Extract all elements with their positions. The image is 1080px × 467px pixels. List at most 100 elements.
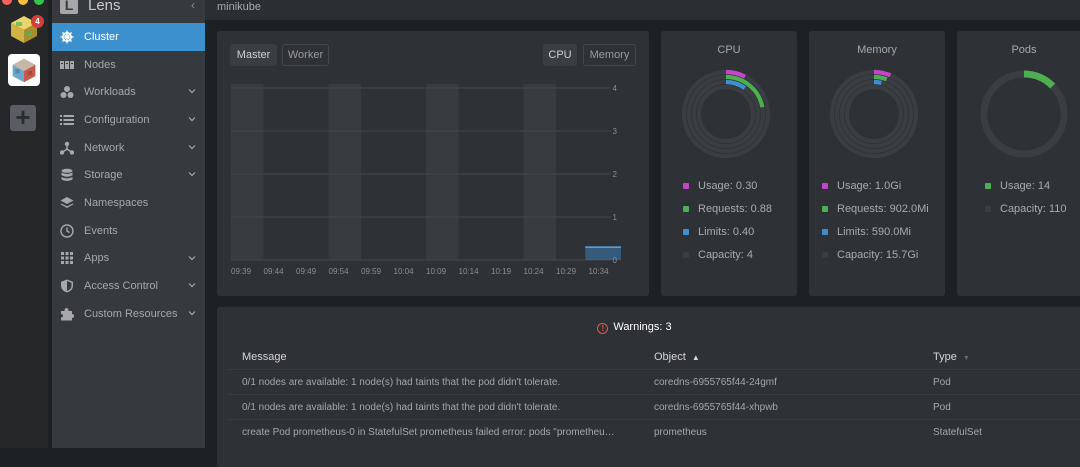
sidebar-item-label: Custom Resources — [84, 307, 178, 320]
time-band — [328, 84, 361, 260]
sidebar-item-label: Storage — [84, 169, 123, 182]
close-window-button[interactable] — [2, 0, 12, 5]
requests-ring-arc — [834, 74, 914, 154]
x-tick-label: 10:29 — [556, 267, 577, 276]
cluster-rail: 4 + — [0, 0, 48, 448]
row-object[interactable]: coredns-6955765f44-24gmf — [654, 377, 777, 388]
chevron-down-icon[interactable] — [188, 281, 196, 289]
x-tick-label: 10:04 — [394, 267, 415, 276]
memory-donut-chart — [829, 69, 919, 159]
table-row[interactable]: 0/1 nodes are available: 1 node(s) had t… — [229, 369, 1080, 394]
app-name: Lens — [88, 0, 121, 14]
warning-icon: ! — [597, 323, 609, 334]
y-tick-label: 2 — [613, 170, 618, 179]
x-tick-label: 09:39 — [231, 267, 252, 276]
x-tick-label: 10:24 — [524, 267, 545, 276]
legend-requests: Requests: 902.0Mi — [822, 197, 929, 220]
sidebar-item-access-control[interactable]: Access Control — [52, 272, 205, 300]
sidebar-item-label: Apps — [84, 252, 110, 265]
sidebar-item-nodes[interactable]: Nodes — [52, 51, 205, 79]
chevron-down-icon[interactable] — [188, 254, 196, 262]
cluster-icon-1[interactable]: 4 — [8, 13, 44, 45]
memory-legend: Usage: 1.0Gi Requests: 902.0Mi Limits: 5… — [822, 174, 929, 266]
warnings-header: ! Warnings: 3 — [217, 321, 1052, 334]
sidebar-item-workloads[interactable]: Workloads — [52, 78, 205, 106]
window-title-bar: minikube — [205, 0, 1080, 20]
y-tick-label: 3 — [613, 127, 618, 136]
sidebar-item-namespaces[interactable]: Namespaces — [52, 189, 205, 217]
legend-capacity: Capacity: 4 — [683, 243, 772, 266]
sidebar-item-network[interactable]: Network — [52, 134, 205, 162]
sort-ascending-icon: ▲ — [691, 353, 700, 362]
sidebar-nav: Cluster Nodes Workloads Configuration — [52, 23, 205, 328]
helm-wheel-icon — [60, 30, 74, 44]
x-tick-label: 10:34 — [589, 267, 610, 276]
cpu-usage-value: Usage: 0.30 — [698, 179, 758, 192]
row-type: StatefulSet — [933, 427, 982, 438]
collapse-sidebar-icon[interactable]: ‹ — [191, 0, 195, 12]
cpu-usage-chart: 0 1 2 3 4 09:39 09:44 09:49 09:54 09:59 10:04 10:09… — [231, 84, 621, 276]
maximize-window-button[interactable] — [34, 0, 44, 5]
row-object[interactable]: prometheus — [654, 427, 707, 438]
sidebar-item-label: Network — [84, 141, 125, 154]
legend-requests: Requests: 0.88 — [683, 197, 772, 220]
cluster-icon-minikube[interactable] — [8, 54, 40, 86]
sidebar-item-custom-resources[interactable]: Custom Resources — [52, 300, 205, 328]
row-message: 0/1 nodes are available: 1 node(s) had t… — [242, 402, 561, 413]
minimize-window-button[interactable] — [18, 0, 28, 5]
chevron-down-icon[interactable] — [188, 87, 196, 95]
chevron-down-icon[interactable] — [188, 309, 196, 317]
cpu-donut-chart — [681, 69, 771, 159]
usage-ring-arc — [980, 70, 1068, 158]
column-header-object[interactable]: Object ▲ — [654, 351, 700, 363]
pods-card: Pods Usage: 14 Capacity: 110 — [957, 31, 1080, 296]
database-icon — [60, 168, 74, 182]
add-cluster-button[interactable]: + — [10, 104, 36, 131]
tab-memory[interactable]: Memory — [583, 44, 636, 66]
y-tick-label: 0 — [613, 256, 618, 265]
requests-swatch — [683, 205, 689, 212]
sidebar-item-label: Configuration — [84, 113, 150, 126]
x-tick-label: 10:09 — [426, 267, 447, 276]
sidebar-item-cluster[interactable]: Cluster — [52, 23, 205, 51]
table-row[interactable]: 0/1 nodes are available: 1 node(s) had t… — [229, 394, 1080, 419]
chevron-down-icon[interactable] — [188, 115, 196, 123]
legend-usage: Usage: 0.30 — [683, 174, 772, 197]
memory-requests-value: Requests: 902.0Mi — [837, 202, 929, 215]
time-band — [231, 84, 264, 260]
cpu-card-title: CPU — [717, 44, 741, 56]
nodes-icon — [60, 58, 74, 72]
column-header-type[interactable]: Type ▼ — [933, 351, 970, 363]
sidebar-item-events[interactable]: Events — [52, 217, 205, 245]
legend-capacity: Capacity: 110 — [985, 197, 1066, 220]
table-row[interactable]: create Pod prometheus-0 in StatefulSet p… — [229, 419, 1080, 444]
capacity-ring — [844, 84, 904, 144]
cpu-requests-value: Requests: 0.88 — [698, 202, 772, 215]
sidebar-item-apps[interactable]: Apps — [52, 245, 205, 273]
sidebar-item-label: Events — [84, 224, 118, 237]
limits-ring-track — [691, 79, 761, 149]
sidebar-item-label: Nodes — [84, 58, 116, 71]
chevron-down-icon[interactable] — [188, 143, 196, 151]
row-type: Pod — [933, 377, 951, 388]
column-header-message[interactable]: Message — [242, 351, 287, 363]
tab-worker[interactable]: Worker — [282, 44, 329, 66]
sidebar-item-configuration[interactable]: Configuration — [52, 106, 205, 134]
tab-cpu[interactable]: CPU — [543, 44, 577, 66]
memory-usage-value: Usage: 1.0Gi — [837, 179, 902, 192]
x-tick-label: 09:54 — [329, 267, 350, 276]
sidebar-item-storage[interactable]: Storage — [52, 161, 205, 189]
tab-master[interactable]: Master — [230, 44, 277, 66]
legend-usage: Usage: 1.0Gi — [822, 174, 929, 197]
memory-card: Memory Usage: 1.0Gi Requests: 902.0Mi Li… — [809, 31, 945, 296]
usage-swatch — [683, 182, 689, 189]
sort-icon: ▼ — [962, 355, 970, 362]
cpu-limits-value: Limits: 0.40 — [698, 225, 755, 238]
time-band — [426, 84, 459, 260]
chevron-down-icon[interactable] — [188, 170, 196, 178]
row-object[interactable]: coredns-6955765f44-xhpwb — [654, 402, 778, 413]
limits-ring-arc — [691, 79, 761, 149]
cpu-capacity-value: Capacity: 4 — [698, 248, 754, 261]
pods-donut-chart — [980, 70, 1068, 158]
